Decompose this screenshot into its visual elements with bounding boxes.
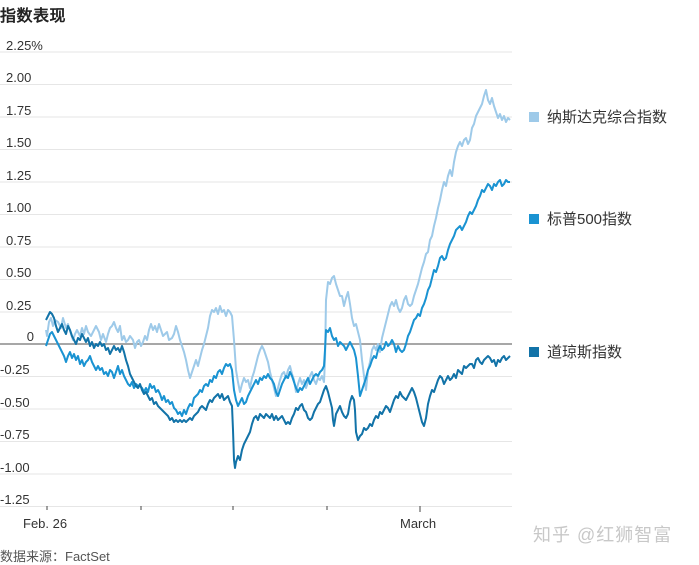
y-tick-label: 0 bbox=[26, 329, 34, 344]
legend-item-nasdaq: 纳斯达克综合指数 bbox=[529, 106, 667, 127]
y-tick-label: -1.00 bbox=[0, 460, 30, 475]
y-tick-label: 2.25% bbox=[6, 38, 43, 53]
legend-swatch-icon bbox=[529, 346, 539, 357]
x-tick-label-feb26: Feb. 26 bbox=[23, 516, 68, 531]
x-axis-ticks bbox=[46, 506, 421, 512]
y-tick-label: 1.00 bbox=[6, 200, 32, 215]
legend-label: 纳斯达克综合指数 bbox=[547, 109, 668, 126]
y-tick-label: 1.25 bbox=[6, 168, 32, 183]
y-tick-label: -0.25 bbox=[0, 362, 30, 377]
legend-swatch-icon bbox=[529, 213, 539, 224]
y-tick-label: 1.50 bbox=[6, 135, 32, 150]
chart-title: 指数表现 bbox=[0, 8, 67, 25]
series-sp500-line bbox=[45, 179, 510, 417]
y-tick-label: 1.75 bbox=[6, 103, 32, 118]
watermark: 知乎 @红狮智富 bbox=[533, 525, 673, 545]
legend-label: 道琼斯指数 bbox=[547, 344, 623, 361]
legend-item-sp500: 标普500指数 bbox=[529, 208, 632, 229]
y-tick-label: -1.25 bbox=[0, 492, 30, 507]
y-tick-label: -0.75 bbox=[0, 427, 30, 442]
series-dow-line bbox=[45, 311, 511, 469]
gridlines bbox=[0, 51, 512, 507]
legend-label: 标普500指数 bbox=[547, 211, 633, 228]
series-nasdaq-line bbox=[45, 89, 511, 397]
y-tick-label: 0.50 bbox=[6, 265, 32, 280]
x-tick-label-march: March bbox=[400, 516, 437, 531]
y-tick-label: 2.00 bbox=[6, 70, 32, 85]
legend-swatch-icon bbox=[529, 111, 539, 122]
data-source-note: 数据来源：FactSet bbox=[0, 549, 110, 564]
y-tick-label: -0.50 bbox=[0, 395, 30, 410]
y-tick-label: 0.25 bbox=[6, 298, 32, 313]
legend-item-dow: 道琼斯指数 bbox=[529, 341, 622, 362]
y-tick-label: 0.75 bbox=[6, 233, 32, 248]
